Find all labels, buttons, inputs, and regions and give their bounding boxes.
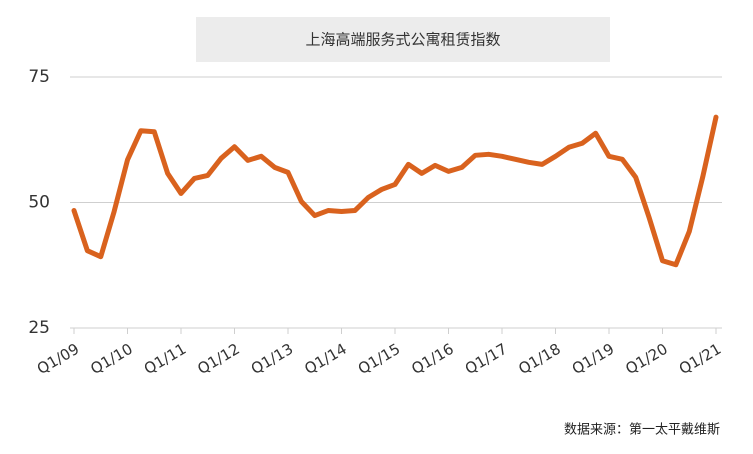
x-tick-label: Q1/20 bbox=[622, 340, 670, 378]
x-tick-label: Q1/16 bbox=[408, 340, 456, 378]
x-tick-label: Q1/19 bbox=[569, 340, 617, 378]
x-tick-label: Q1/21 bbox=[676, 340, 724, 378]
x-tick-label: Q1/12 bbox=[194, 340, 242, 378]
y-tick-label: 25 bbox=[28, 318, 50, 338]
x-tick-label: Q1/09 bbox=[34, 340, 82, 378]
x-tick-label: Q1/10 bbox=[87, 340, 135, 378]
chart-title: 上海高端服务式公寓租赁指数 bbox=[305, 31, 500, 49]
title-box bbox=[196, 17, 610, 62]
y-tick-label: 75 bbox=[28, 67, 50, 87]
x-tick-label: Q1/13 bbox=[248, 340, 296, 378]
data-line bbox=[71, 114, 719, 268]
y-tick-label: 50 bbox=[28, 193, 50, 213]
x-tick-label: Q1/15 bbox=[355, 340, 403, 378]
x-tick-label: Q1/18 bbox=[515, 340, 563, 378]
x-tick-label: Q1/17 bbox=[462, 340, 510, 378]
source-note: 数据来源：第一太平戴维斯 bbox=[564, 423, 720, 438]
x-tick-label: Q1/14 bbox=[301, 340, 349, 378]
x-tick-label: Q1/11 bbox=[141, 340, 189, 378]
